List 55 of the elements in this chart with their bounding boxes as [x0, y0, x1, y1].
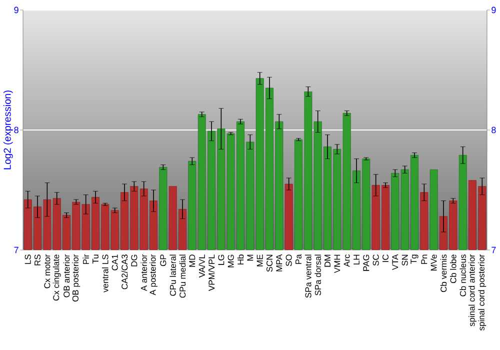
x-tick-label: SC	[372, 254, 379, 266]
x-tick-label: SCN	[266, 254, 273, 272]
x-tick-label: A anterior	[140, 254, 147, 292]
x-tick-label: CPu lateral	[170, 254, 176, 296]
x-tick-label: DG	[131, 254, 138, 266]
x-tick-label: M	[247, 254, 254, 261]
x-tick-label: SN	[402, 254, 408, 266]
x-tick-label: Pir	[82, 254, 89, 264]
x-tick-label: Tg	[410, 254, 418, 264]
x-tick-label: Cb vermis	[440, 254, 447, 292]
x-tick-label: Cx motor	[44, 254, 50, 288]
x-tick-label: MG	[228, 254, 234, 268]
x-tick-label: LG	[218, 254, 224, 265]
x-tick-label: VA/VL	[198, 254, 205, 278]
x-tick-label: CPu medial	[179, 254, 186, 298]
x-tick-label: Cb lobe	[450, 254, 456, 284]
y-tick-label: 8	[14, 126, 18, 134]
y-axis-title: Log2 (expression)	[3, 90, 13, 170]
x-tick-label: Hb	[237, 254, 244, 264]
x-tick-label: A posterior	[150, 254, 158, 296]
x-tick-label: DM	[324, 254, 330, 267]
x-tick-label: SPa dorsal	[314, 254, 321, 296]
x-tick-label: CA2/CA3	[121, 254, 128, 290]
y2-tick-label: 9	[492, 6, 496, 14]
x-tick-label: LS	[24, 254, 31, 264]
x-tick-label: OB posterior	[72, 254, 80, 302]
x-tick-label: MPA	[276, 254, 282, 272]
x-tick-label: RS	[34, 254, 41, 266]
x-tick-label: LH	[354, 254, 360, 264]
x-tick-label: spinal cord anterior	[468, 254, 476, 326]
x-tick-label: OB anterior	[63, 254, 70, 298]
x-tick-label: VMH	[334, 254, 340, 274]
x-tick-label: Pa	[296, 254, 302, 264]
x-tick-label: ventral LS	[102, 254, 108, 292]
x-tick-label: spinal cord posterior	[478, 254, 486, 330]
y-tick-label: 9	[14, 6, 18, 14]
x-tick-label: Cb nucleus	[460, 254, 466, 296]
x-tick-label: IC	[382, 254, 389, 262]
x-tick-label: VTA	[392, 254, 398, 270]
x-tick-label: Arc	[344, 254, 350, 267]
x-tick-label: MD	[189, 254, 196, 267]
x-tick-label: Tu	[92, 254, 98, 264]
x-tick-label: PAG	[363, 254, 370, 271]
x-tick-label: Cx cingulate	[52, 254, 61, 301]
x-tick-label: VPM/VPL	[208, 254, 215, 292]
x-tick-label: Pn	[421, 254, 428, 264]
x-tick-label: SO	[286, 254, 292, 266]
x-tick-label: ME	[256, 254, 263, 266]
y2-tick-label: 8	[492, 126, 496, 134]
x-tick-label: CA1	[112, 254, 118, 270]
y2-tick-label: 7	[492, 246, 496, 254]
y-tick-label: 7	[14, 246, 18, 254]
x-tick-label: SPa ventral	[305, 254, 312, 298]
x-tick-label: MVe	[430, 254, 437, 271]
x-tick-label: GP	[160, 254, 166, 266]
